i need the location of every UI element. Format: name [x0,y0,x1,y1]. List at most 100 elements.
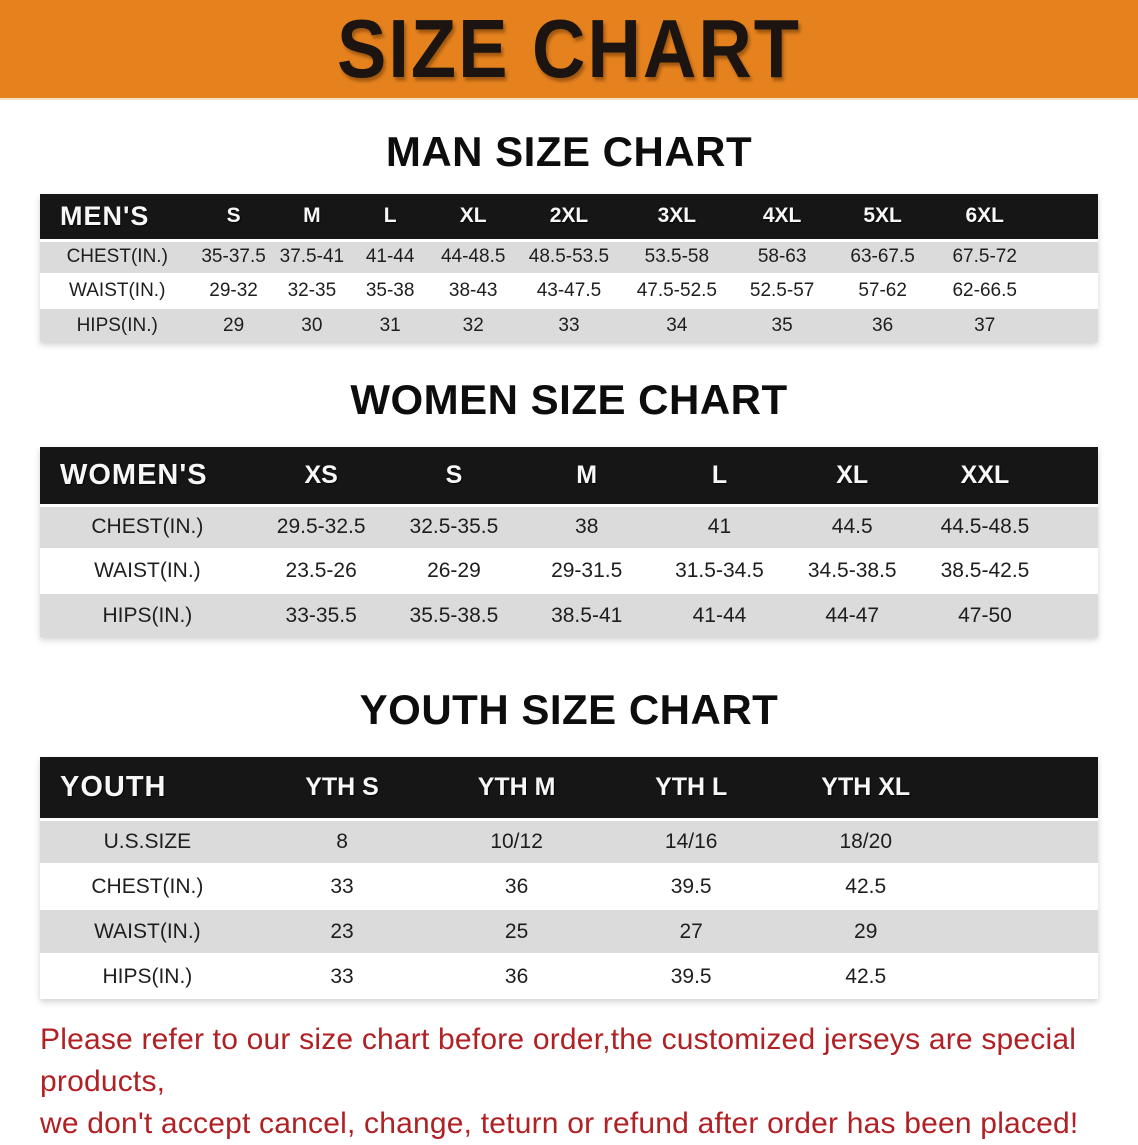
size-value-cell: 33-35.5 [254,592,388,637]
size-value-cell: 35-38 [351,273,430,308]
table-header-row: WOMEN'S XS S M L XL XXL [40,447,1098,507]
size-value-cell: 35.5-38.5 [387,592,521,637]
size-value-cell: 36 [429,953,604,999]
table-header-row: MEN'S S M L XL 2XL 3XL 4XL 5XL 6XL [40,194,1098,242]
size-column-header: XS [254,447,388,507]
disclaimer-text: Please refer to our size chart before or… [40,1019,1138,1145]
size-value-cell: 67.5-72 [933,240,1036,274]
table-row: CHEST(IN.) 29.5-32.5 32.5-35.5 38 41 44.5 44.5… [40,505,1098,549]
size-value-cell: 29.5-32.5 [254,505,388,549]
size-value-cell: 38.5-41 [520,592,654,637]
size-column-header: M [272,194,352,242]
size-value-cell: 32-35 [272,273,352,308]
filler-cell [953,908,1098,954]
size-value-cell: 62-66.5 [933,273,1036,308]
size-value-cell: 29 [194,307,273,342]
size-value-cell: 44-47 [785,592,919,637]
size-value-cell: 18/20 [778,819,954,864]
size-value-cell: 33 [254,863,430,909]
table-title-cell: YOUTH [40,757,255,821]
measurement-label: WAIST(IN.) [40,273,195,308]
size-value-cell: 29-32 [194,273,273,308]
filler-cell [953,953,1098,999]
size-value-cell: 23 [254,908,430,954]
table-row: WAIST(IN.) 23.5-26 26-29 29-31.5 31.5-34.5 34… [40,548,1098,593]
size-value-cell: 23.5-26 [254,548,388,593]
size-value-cell: 44.5-48.5 [918,505,1052,549]
size-value-cell: 48.5-53.5 [517,240,621,274]
size-value-cell: 36 [831,307,934,342]
table-row: CHEST(IN.) 35-37.5 37.5-41 41-44 44-48.5 48.5… [40,240,1098,274]
youth-size-chart-heading: YOUTH SIZE CHART [359,686,779,733]
size-value-cell: 52.5-57 [732,273,832,308]
size-value-cell: 31.5-34.5 [653,548,786,593]
table-row: WAIST(IN.) 29-32 32-35 35-38 38-43 43-47.5 47.… [40,273,1098,308]
youth-size-chart-section: YOUTH SIZE CHART YOUTH YTH S YTH M YTH L YTH… [0,637,1138,999]
size-value-cell: 39.5 [603,953,779,999]
filler-cell [1051,548,1098,593]
filler-cell [1051,447,1098,507]
size-column-header: 3XL [620,194,733,242]
size-value-cell: 57-62 [831,273,934,308]
size-value-cell: 58-63 [732,240,832,274]
women-size-chart-section: WOMEN SIZE CHART WOMEN'S XS S M L XL XXL CHEST(… [0,342,1138,637]
measurement-label: HIPS(IN.) [40,307,195,342]
table-row: CHEST(IN.) 33 36 39.5 42.5 [40,863,1098,909]
size-value-cell: 44.5 [785,505,919,549]
size-column-header: 6XL [933,194,1036,242]
size-column-header: L [351,194,430,242]
womens-size-table: WOMEN'S XS S M L XL XXL CHEST(IN.) 29.5-32.5 32.5… [40,447,1098,637]
size-column-header: YTH L [603,757,779,821]
size-column-header: YTH XL [778,757,954,821]
table-row: HIPS(IN.) 29 30 31 32 33 34 35 36 37 [40,307,1098,342]
man-size-chart-section: MAN SIZE CHART MEN'S S M L XL 2XL 3XL 4XL 5XL 6XL… [0,100,1138,342]
size-value-cell: 39.5 [603,863,779,909]
filler-cell [953,757,1098,821]
table-row: HIPS(IN.) 33 36 39.5 42.5 [40,953,1098,999]
measurement-label: CHEST(IN.) [40,505,255,549]
table-title-cell: WOMEN'S [40,447,255,507]
mens-size-table: MEN'S S M L XL 2XL 3XL 4XL 5XL 6XL CHEST(IN.) 35-37… [40,194,1098,342]
women-size-chart-heading: WOMEN SIZE CHART [350,376,788,423]
disclaimer-line-2: we don't accept cancel, change, teturn o… [40,1107,1079,1140]
size-value-cell: 41-44 [351,240,430,274]
filler-cell [1051,592,1098,637]
size-value-cell: 34.5-38.5 [785,548,919,593]
measurement-label: CHEST(IN.) [40,240,195,274]
size-value-cell: 42.5 [778,953,954,999]
size-column-header: M [520,447,654,507]
filler-cell [1035,307,1098,342]
size-column-header: 2XL [517,194,621,242]
measurement-label: U.S.SIZE [40,819,255,864]
size-column-header: XL [785,447,919,507]
size-column-header: XL [429,194,518,242]
filler-cell [1035,273,1098,308]
size-column-header: YTH M [429,757,604,821]
size-column-header: 4XL [732,194,832,242]
measurement-label: HIPS(IN.) [40,953,255,999]
youth-size-table: YOUTH YTH S YTH M YTH L YTH XL U.S.SIZE 8 10/12… [40,757,1098,999]
size-value-cell: 26-29 [387,548,521,593]
size-value-cell: 27 [603,908,779,954]
table-row: U.S.SIZE 8 10/12 14/16 18/20 [40,819,1098,864]
size-value-cell: 14/16 [603,819,779,864]
banner-title: SIZE CHART [337,1,801,95]
size-value-cell: 37.5-41 [272,240,352,274]
size-value-cell: 53.5-58 [620,240,733,274]
size-value-cell: 37 [933,307,1036,342]
size-value-cell: 63-67.5 [831,240,934,274]
size-value-cell: 31 [351,307,430,342]
size-value-cell: 42.5 [778,863,954,909]
size-value-cell: 32.5-35.5 [387,505,521,549]
size-value-cell: 10/12 [429,819,604,864]
measurement-label: WAIST(IN.) [40,908,255,954]
filler-cell [1035,194,1098,242]
size-value-cell: 44-48.5 [429,240,518,274]
filler-cell [953,863,1098,909]
size-column-header: L [653,447,786,507]
table-row: WAIST(IN.) 23 25 27 29 [40,908,1098,954]
size-value-cell: 32 [429,307,518,342]
size-column-header: YTH S [254,757,430,821]
size-value-cell: 30 [272,307,352,342]
filler-cell [1035,240,1098,274]
